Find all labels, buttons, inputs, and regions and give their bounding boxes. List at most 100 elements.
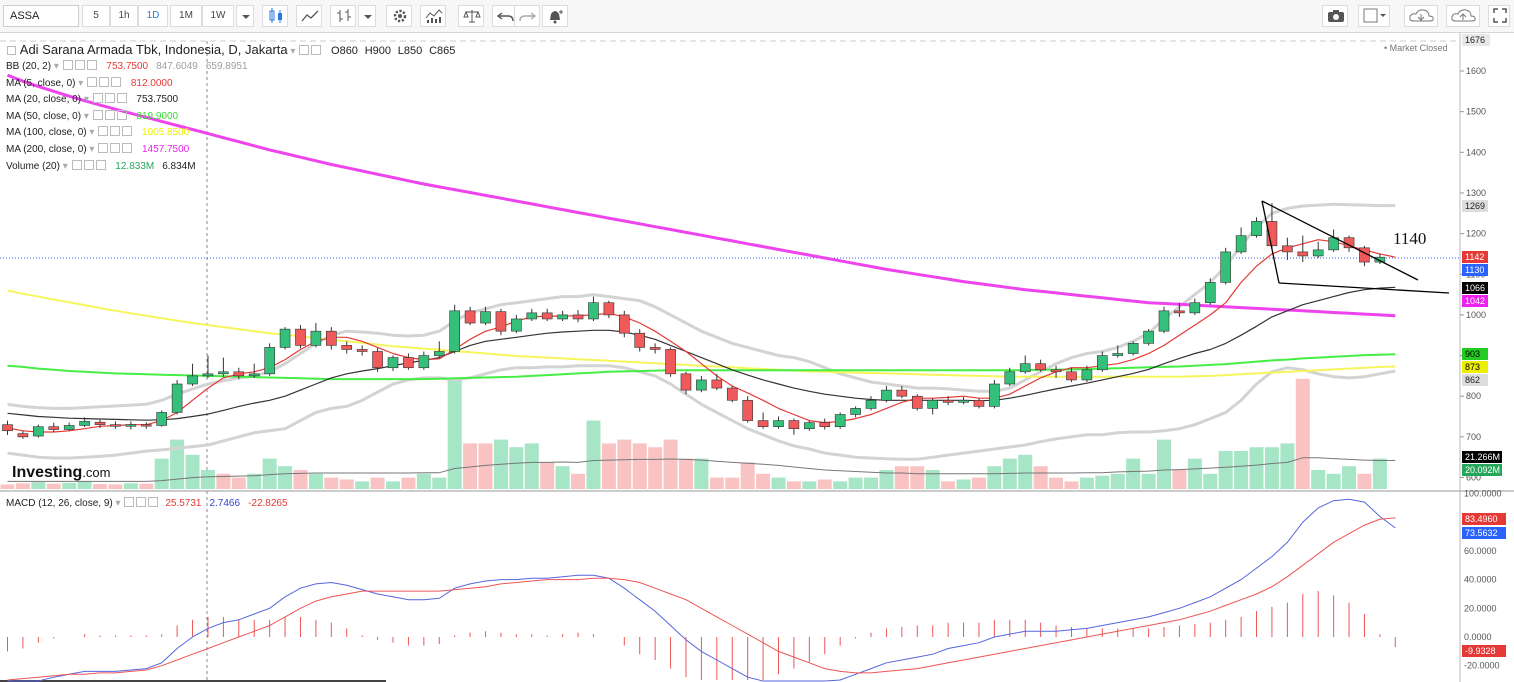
settings-icon[interactable]	[299, 45, 310, 55]
volume-bar	[1018, 454, 1033, 489]
interval-1h-button[interactable]: 1h	[110, 5, 138, 27]
line-style-button[interactable]	[296, 5, 322, 27]
indicators-button[interactable]	[420, 5, 446, 27]
candle-body	[1035, 363, 1046, 371]
settings-icon[interactable]	[71, 159, 82, 170]
hide-icon[interactable]	[311, 45, 322, 55]
chevron-down-icon[interactable]: ▾	[62, 160, 68, 172]
close-icon[interactable]	[116, 93, 127, 104]
close-icon[interactable]	[95, 159, 106, 170]
chart-toolbar: ASSA 5 1h 1D 1M 1W	[0, 0, 1514, 33]
volume-bar	[1033, 466, 1048, 489]
snapshot-button[interactable]	[1322, 5, 1348, 27]
settings-button[interactable]	[386, 5, 412, 27]
interval-1w-button[interactable]: 1W	[202, 5, 234, 27]
volume-bar	[1218, 451, 1233, 489]
hide-icon[interactable]	[110, 143, 121, 153]
save-cloud-button[interactable]	[1446, 5, 1480, 27]
chevron-down-icon[interactable]: ▾	[83, 94, 89, 106]
settings-icon[interactable]	[98, 143, 109, 153]
hide-icon[interactable]	[110, 126, 121, 137]
symbol-input[interactable]: ASSA	[3, 5, 79, 27]
chevron-down-icon[interactable]: ▾	[89, 127, 95, 139]
hide-icon[interactable]	[136, 497, 147, 507]
chevron-down-icon[interactable]: ▾	[89, 144, 95, 155]
color-picker-button[interactable]	[1358, 5, 1390, 27]
candle-body	[248, 373, 260, 377]
indicator-legend-row[interactable]: Volume (20) ▾ 12.833M 6.834M	[6, 159, 196, 172]
ohlc-low: L850	[397, 45, 423, 57]
close-icon[interactable]	[86, 60, 97, 70]
indicator-name: MA (100, close, 0)	[6, 127, 87, 139]
hide-icon[interactable]	[99, 76, 110, 87]
indicator-legend-row[interactable]: MA (50, close, 0) ▾ 819.9000	[6, 109, 178, 122]
close-icon[interactable]	[111, 76, 122, 87]
indicator-legend-row[interactable]: MA (5, close, 0) ▾ 812.0000	[6, 76, 173, 89]
indicator-name: Volume (20)	[6, 160, 60, 172]
price-chart[interactable]: 1600150014001300120011001000900800700600…	[0, 33, 1514, 682]
candle-body	[788, 420, 800, 430]
interval-5-button[interactable]: 5	[82, 5, 110, 27]
candle-body	[511, 318, 522, 332]
candle-body	[726, 387, 738, 401]
indicators-icon	[425, 9, 443, 23]
close-icon[interactable]	[148, 497, 159, 507]
bars-style-button[interactable]	[330, 5, 356, 27]
price-axis[interactable]: 1600150014001300120011001000900800700600…	[1460, 34, 1506, 671]
settings-icon[interactable]	[87, 76, 98, 87]
settings-icon[interactable]	[92, 93, 103, 104]
volume-bar	[216, 473, 231, 489]
candle-body	[110, 424, 121, 427]
volume-bar	[1357, 473, 1372, 489]
interval-dropdown-button[interactable]	[236, 5, 254, 27]
price-tag-text: 862	[1465, 375, 1480, 385]
indicator-legend-row[interactable]: MA (100, close, 0) ▾ 1005.8500	[6, 126, 189, 138]
interval-1d-button[interactable]: 1D	[138, 5, 168, 27]
volume-bar	[756, 473, 771, 489]
settings-icon[interactable]	[62, 60, 73, 70]
candle-body	[989, 383, 1000, 407]
settings-icon[interactable]	[98, 126, 109, 137]
chevron-down-icon[interactable]: ▾	[290, 46, 296, 57]
candle-body	[850, 408, 861, 415]
chevron-down-icon[interactable]: ▾	[78, 77, 84, 89]
drawings[interactable]	[1261, 200, 1450, 294]
candle-body	[680, 373, 692, 391]
close-icon[interactable]	[116, 109, 127, 120]
hide-icon[interactable]	[104, 93, 115, 104]
volume-bar	[1311, 470, 1326, 489]
hide-icon[interactable]	[83, 159, 94, 170]
annotation-label[interactable]: 1140	[1393, 229, 1426, 248]
chevron-down-icon[interactable]: ▾	[115, 498, 121, 509]
alert-button[interactable]	[542, 5, 568, 27]
chevron-down-icon[interactable]: ▾	[53, 61, 59, 72]
candle-body	[1297, 251, 1309, 257]
camera-icon	[1328, 10, 1344, 22]
chart-style-dropdown-button[interactable]	[358, 5, 376, 27]
redo-button[interactable]	[514, 5, 540, 27]
indicator-value: 6.834M	[162, 160, 196, 172]
settings-icon[interactable]	[124, 497, 135, 507]
chevron-down-icon[interactable]: ▾	[83, 110, 89, 122]
indicator-legend-row[interactable]: MA (200, close, 0) ▾ 1457.7500	[6, 143, 189, 155]
indicator-legend-row[interactable]: MA (20, close, 0) ▾ 753.7500	[6, 93, 178, 105]
price-tick-label: 1300	[1466, 188, 1486, 198]
interval-1m-button[interactable]: 1M	[170, 5, 202, 27]
hide-icon[interactable]	[74, 60, 85, 70]
close-icon[interactable]	[122, 126, 133, 137]
indicator-legend-row[interactable]: BB (20, 2) ▾ 753.7500 847.6049 659.8951	[6, 60, 248, 72]
collapse-icon[interactable]	[7, 46, 16, 55]
hide-icon[interactable]	[104, 109, 115, 120]
candle-body	[1174, 310, 1185, 314]
candles	[2, 203, 1386, 439]
candles-icon	[269, 8, 282, 23]
close-icon[interactable]	[122, 143, 133, 153]
compare-button[interactable]	[458, 5, 484, 27]
fullscreen-button[interactable]	[1488, 5, 1510, 27]
macd-legend-row[interactable]: MACD (12, 26, close, 9) ▾ 25.5731 2.7466-…	[6, 497, 288, 509]
load-cloud-button[interactable]	[1404, 5, 1438, 27]
indicator-value: 812.0000	[130, 77, 173, 89]
volume-bar	[833, 481, 848, 489]
settings-icon[interactable]	[92, 109, 103, 120]
candles-style-button[interactable]	[262, 5, 288, 27]
